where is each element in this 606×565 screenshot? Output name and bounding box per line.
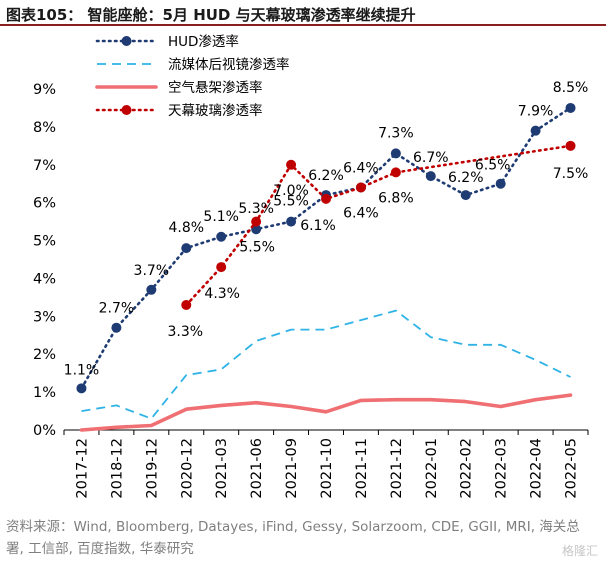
y-tick-label: 3%	[33, 309, 56, 325]
series-line-0	[80, 106, 572, 390]
series-3-point	[181, 299, 192, 310]
y-tick-label: 6%	[33, 196, 56, 212]
y-tick-label: 0%	[33, 423, 56, 439]
x-tick-label: 2022-05	[564, 438, 580, 499]
hud-data-label: 5.3%	[238, 201, 274, 217]
series-0-point	[216, 231, 227, 242]
hud-data-label: 3.7%	[134, 263, 170, 279]
legend-label-2: 空气悬架渗透率	[168, 79, 263, 96]
series-line-2	[79, 393, 573, 432]
legend-marker-3	[121, 105, 132, 115]
watermark: 格隆汇	[561, 544, 598, 558]
sunroof-data-label: 6.8%	[378, 190, 414, 206]
source-note: 资料来源：Wind, Bloomberg, Datayes, iFind, Ge…	[6, 519, 580, 557]
chart-canvas: 0% 1% 2% 3% 4% 5% 6% 7% 8% 9% 2017-12 2018-12 2019-1…	[33, 33, 589, 499]
title-divider	[0, 24, 606, 26]
legend-label-1: 流媒体后视镜渗透率	[168, 56, 290, 73]
hud-data-label: 1.1%	[64, 362, 100, 378]
x-tick-label: 2020-12	[179, 438, 195, 499]
series-0-point	[181, 243, 192, 254]
hud-data-label: 6.2%	[308, 168, 344, 184]
x-tick-label: 2021-12	[389, 438, 405, 499]
y-tick-label: 9%	[33, 82, 56, 98]
series-line-3	[185, 144, 572, 307]
hud-data-label: 6.2%	[448, 170, 484, 186]
series-0-point	[390, 148, 401, 159]
series-0-point	[286, 216, 297, 227]
series-3-point	[321, 193, 331, 204]
hud-data-label: 7.9%	[518, 104, 554, 120]
series-0-point	[565, 102, 576, 113]
x-tick-label: 2022-04	[529, 438, 545, 499]
sunroof-data-label: 3.3%	[167, 324, 203, 340]
sunroof-data-label: 7.0%	[273, 183, 309, 199]
hud-data-label: 8.5%	[553, 80, 589, 96]
series-3-point	[286, 159, 297, 170]
sunroof-data-label: 5.5%	[239, 240, 275, 256]
x-tick-label: 2021-03	[214, 438, 230, 499]
x-tick-label: 2017-12	[74, 438, 90, 499]
x-tick-label: 2021-11	[354, 438, 370, 499]
series-0-point	[530, 125, 541, 136]
y-tick-label: 4%	[33, 271, 56, 287]
series-3-point	[251, 216, 262, 227]
y-tick-label: 5%	[33, 234, 56, 250]
y-tick-label: 2%	[33, 347, 56, 363]
y-tick-label: 1%	[33, 385, 56, 401]
hud-data-label: 6.5%	[475, 158, 511, 174]
x-tick-label: 2021-09	[284, 438, 300, 499]
chart-axes: 0% 1% 2% 3% 4% 5% 6% 7% 8% 9% 2017-12 2018-12 2019-1…	[33, 82, 589, 499]
series-0-point	[495, 178, 506, 189]
x-tick-label: 2021-10	[319, 438, 335, 499]
x-tick-label: 2022-01	[424, 438, 440, 499]
series-0-point	[111, 322, 122, 333]
chart-data-labels: 1.1%2.7%3.7%4.8%5.1% 5.3% 5.5%6.2% 6.4%7.3%…	[64, 80, 589, 378]
hud-data-label: 7.3%	[378, 125, 414, 141]
sunroof-data-label: 6.1%	[300, 218, 336, 234]
y-tick-label: 7%	[33, 158, 56, 174]
x-tick-label: 2018-12	[109, 438, 125, 499]
series-3-point	[355, 182, 366, 193]
series-0-point	[460, 190, 471, 201]
chart-series	[76, 102, 576, 432]
hud-data-label: 4.8%	[168, 220, 204, 236]
series-0-point	[425, 171, 436, 182]
series-line-1	[81, 309, 571, 420]
x-tick-label: 2019-12	[144, 438, 160, 499]
y-tick-label: 8%	[33, 120, 56, 136]
x-tick-label: 2022-03	[494, 438, 510, 499]
series-3-point	[565, 140, 576, 151]
legend-label-0: HUD渗透率	[168, 33, 239, 50]
figure-title: 图表105： 智能座舱：5月 HUD 与天幕玻璃渗透率继续提升	[6, 6, 416, 24]
series-0-point	[146, 284, 157, 295]
sunroof-data-label: 6.4%	[343, 206, 379, 222]
sunroof-data-label: 4.3%	[204, 286, 240, 302]
series-3-point	[216, 262, 227, 273]
sunroof-data-label: 7.5%	[553, 166, 589, 182]
hud-data-label: 6.4%	[343, 161, 379, 177]
series-0-point	[76, 383, 87, 394]
x-tick-label: 2022-02	[459, 438, 475, 499]
hud-data-label: 5.1%	[203, 209, 239, 225]
hud-data-label: 2.7%	[99, 301, 135, 317]
legend-label-3: 天幕玻璃渗透率	[168, 102, 263, 119]
hud-data-label: 6.7%	[413, 150, 449, 166]
hud-data-label: 5.5%	[273, 194, 309, 210]
series-3-point	[390, 167, 401, 178]
x-tick-label: 2021-06	[249, 438, 265, 499]
legend-marker-0	[121, 36, 132, 46]
